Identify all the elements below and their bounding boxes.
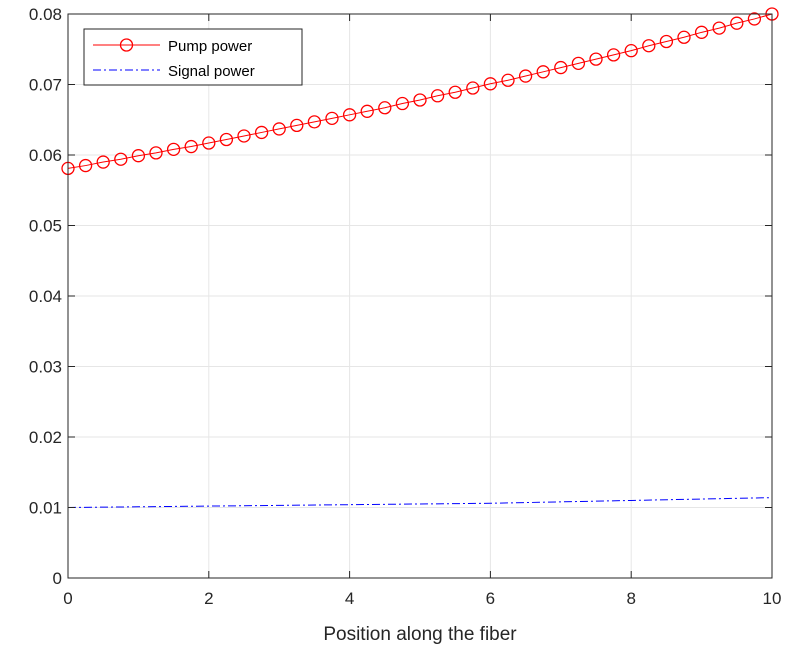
data-point-pump-power bbox=[149, 146, 163, 160]
data-point-pump-power bbox=[659, 34, 674, 49]
data-point-pump-power bbox=[694, 25, 709, 39]
y-tick-label: 0.08 bbox=[29, 5, 62, 24]
x-tick-label: 2 bbox=[204, 589, 213, 608]
data-point-pump-power bbox=[131, 149, 146, 163]
data-point-pump-power bbox=[448, 85, 462, 99]
data-point-pump-power bbox=[307, 115, 322, 129]
legend-item-pump-power[interactable]: Pump power bbox=[93, 38, 252, 55]
data-point-pump-power bbox=[378, 101, 392, 115]
data-point-pump-power bbox=[184, 139, 198, 154]
data-point-pump-power bbox=[518, 69, 533, 83]
data-point-pump-power bbox=[114, 152, 128, 166]
x-tick-label: 8 bbox=[626, 589, 635, 608]
x-tick-label: 10 bbox=[763, 589, 782, 608]
y-tick-label: 0.03 bbox=[29, 358, 62, 377]
y-tick-label: 0.06 bbox=[29, 146, 62, 165]
y-tick-label: 0.05 bbox=[29, 217, 62, 236]
data-point-pump-power bbox=[501, 73, 515, 87]
legend-label-pump-power: Pump power bbox=[168, 38, 252, 55]
data-point-pump-power bbox=[342, 108, 357, 122]
data-point-pump-power bbox=[254, 125, 269, 140]
data-point-pump-power bbox=[290, 118, 304, 133]
data-point-pump-power bbox=[78, 158, 93, 173]
data-point-pump-power bbox=[677, 30, 691, 44]
legend-item-signal-power[interactable]: Signal power bbox=[93, 63, 255, 80]
data-point-pump-power bbox=[589, 52, 603, 66]
grid-lines bbox=[68, 14, 772, 578]
data-point-pump-power bbox=[360, 104, 374, 118]
data-point-pump-power bbox=[202, 136, 216, 150]
data-point-pump-power bbox=[466, 81, 480, 95]
data-point-pump-power bbox=[712, 21, 726, 35]
data-point-pump-power bbox=[413, 93, 427, 107]
data-point-pump-power bbox=[483, 77, 498, 91]
data-point-pump-power bbox=[747, 12, 762, 26]
y-tick-label: 0 bbox=[53, 569, 62, 588]
x-axis-title: Position along the fiber bbox=[323, 624, 517, 645]
data-point-pump-power bbox=[430, 89, 445, 103]
data-point-pump-power bbox=[554, 60, 568, 75]
data-point-pump-power bbox=[166, 142, 181, 157]
data-point-pump-power bbox=[642, 39, 656, 53]
data-point-pump-power bbox=[96, 155, 110, 169]
legend-box bbox=[83, 28, 303, 86]
series-line-signal-power bbox=[67, 497, 773, 508]
legend-label-signal-power: Signal power bbox=[168, 63, 255, 80]
data-point-pump-power bbox=[571, 56, 586, 70]
data-point-pump-power bbox=[624, 44, 638, 58]
x-tick-label: 6 bbox=[486, 589, 495, 608]
series-layer bbox=[61, 7, 779, 508]
legend-marker-pump-power bbox=[119, 38, 134, 52]
legend[interactable]: Pump power Signal power bbox=[83, 28, 303, 86]
data-point-pump-power bbox=[606, 48, 621, 62]
y-tick-label: 0.02 bbox=[29, 428, 62, 447]
data-point-pump-power bbox=[395, 96, 410, 111]
y-tick-label: 0.04 bbox=[29, 287, 62, 306]
data-point-pump-power bbox=[730, 16, 744, 30]
y-tick-label: 0.01 bbox=[29, 499, 62, 518]
axis-ticks: 0 2 4 6 8 10 0 0.01 0.02 0.03 0.04 0.05 0.06 0.07 0.08 bbox=[29, 5, 782, 608]
x-tick-label: 4 bbox=[345, 589, 354, 608]
x-tick-label: 0 bbox=[63, 589, 72, 608]
y-tick-label: 0.07 bbox=[29, 76, 62, 95]
data-point-pump-power bbox=[237, 129, 251, 143]
data-point-pump-power bbox=[272, 122, 286, 136]
data-point-pump-power bbox=[219, 132, 234, 147]
data-point-pump-power bbox=[325, 111, 339, 125]
data-point-pump-power bbox=[536, 65, 550, 79]
